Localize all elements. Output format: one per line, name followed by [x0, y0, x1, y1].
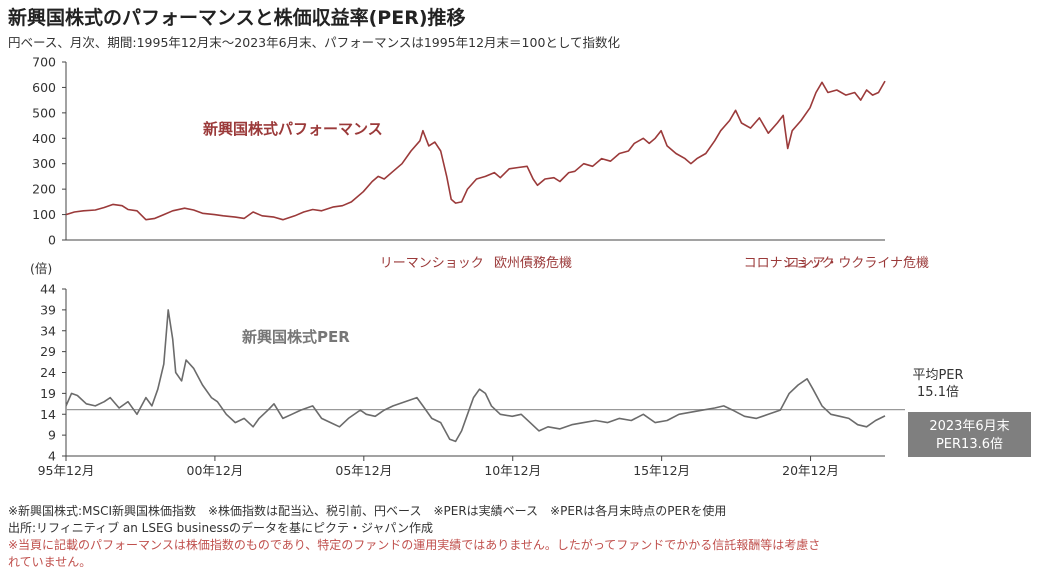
- perf-y-tick-label: 600: [32, 80, 56, 95]
- footnote-disclaimer-cont: れていません。: [8, 555, 92, 569]
- footnote-disclaimer: ※当頁に記載のパフォーマンスは株価指数のものであり、特定のファンドの運用実績では…: [8, 538, 821, 552]
- per-y-tick-label: 34: [40, 323, 56, 338]
- footnotes: ※新興国株式:MSCI新興国株価指数 ※株価指数は配当込、税引前、円ベース ※P…: [8, 503, 1008, 571]
- per-y-tick-label: 14: [40, 407, 56, 422]
- latest-per-date: 2023年6月末: [929, 419, 1009, 434]
- perf-y-tick-label: 500: [32, 105, 56, 120]
- latest-per-value: PER13.6倍: [936, 437, 1003, 452]
- per-x-tick-label: 10年12月: [484, 463, 541, 478]
- per-y-tick-label: 29: [40, 344, 56, 359]
- page-subtitle: 円ベース、月次、期間:1995年12月末〜2023年6月末、パフォーマンスは19…: [8, 35, 621, 50]
- performance-chart: 0 100 200 300 400 500 600 700 新興国株式パフォーマンスリーマンショ…: [32, 55, 929, 272]
- per-x-tick-label: 05年12月: [335, 463, 392, 478]
- per-y-tick-label: 4: [48, 449, 56, 464]
- per-y-tick-label: 44: [40, 282, 56, 297]
- page-title: 新興国株式のパフォーマンスと株価収益率(PER)推移: [8, 7, 466, 29]
- perf-series-line: [65, 80, 886, 221]
- per-y-tick-label: 9: [48, 428, 56, 443]
- per-chart: (倍) 4 9 14 19 24 29 34 39 44 95年12月 00年12月 05年12月 10年…: [30, 261, 1031, 478]
- per-x-tick-label: 15年12月: [633, 463, 690, 478]
- per-x-tick-label: 95年12月: [38, 463, 95, 478]
- perf-y-tick-label: 700: [32, 55, 56, 70]
- event-annotation: 欧州債務危機: [494, 256, 572, 271]
- per-series-line: [65, 309, 886, 443]
- perf-series-label: 新興国株式パフォーマンス: [203, 120, 383, 138]
- per-x-tick-label: 20年12月: [782, 463, 839, 478]
- perf-y-tick-label: 100: [32, 207, 56, 222]
- perf-y-tick-label: 200: [32, 182, 56, 197]
- per-y-tick-label: 24: [40, 365, 56, 380]
- event-annotation: リーマンショック: [380, 256, 484, 271]
- per-average-value: 15.1倍: [917, 385, 959, 400]
- per-y-axis-label: (倍): [30, 261, 52, 276]
- per-y-tick-label: 19: [40, 386, 56, 401]
- event-annotation: ロシア・ウクライナ危機: [786, 256, 929, 271]
- latest-per-box: [908, 412, 1031, 457]
- event-annotation: コロナショック: [744, 256, 835, 271]
- chart-canvas: 0 100 200 300 400 500 600 700 新興国株式パフォーマンスリーマンショ…: [30, 55, 1031, 478]
- perf-y-tick-label: 300: [32, 156, 56, 171]
- per-x-tick-label: 00年12月: [187, 463, 244, 478]
- perf-y-tick-label: 0: [48, 233, 56, 248]
- per-series-label: 新興国株式PER: [242, 328, 350, 346]
- per-average-label: 平均PER: [912, 368, 963, 383]
- footnote-definitions: ※新興国株式:MSCI新興国株価指数 ※株価指数は配当込、税引前、円ベース ※P…: [8, 504, 727, 518]
- per-y-tick-label: 39: [40, 302, 56, 317]
- perf-y-tick-label: 400: [32, 131, 56, 146]
- footnote-source: 出所:リフィニティブ an LSEG businessのデータを基にピクテ・ジャ…: [8, 521, 433, 535]
